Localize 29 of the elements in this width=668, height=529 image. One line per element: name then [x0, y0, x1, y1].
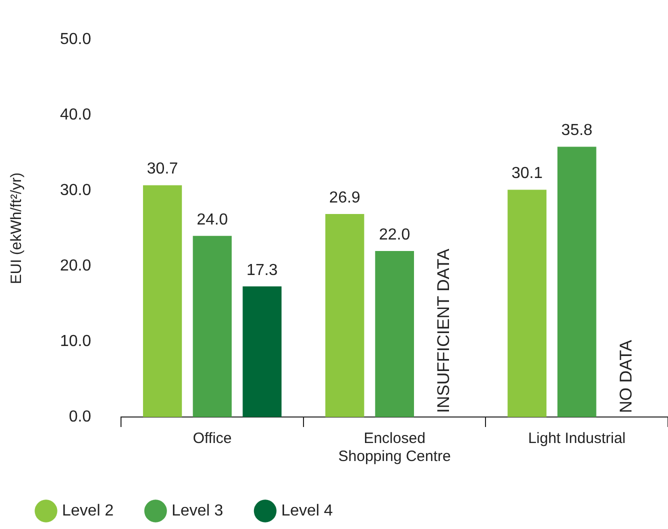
- y-tick-label: 10.0: [60, 332, 92, 350]
- x-tick-label: Light Industrial: [528, 430, 626, 448]
- bar: [375, 250, 414, 417]
- y-axis-title: EUI (ekWh/ft²/yr): [8, 172, 26, 284]
- data-label: 30.1: [511, 165, 543, 182]
- y-tick-label: 0.0: [68, 408, 92, 426]
- x-tick-label: Office: [192, 430, 232, 448]
- data-label: 26.9: [329, 189, 360, 206]
- legend-label: Level 3: [172, 502, 224, 520]
- bar: [242, 286, 282, 417]
- data-label: 30.7: [146, 160, 178, 178]
- bar: [143, 185, 182, 417]
- y-tick-label: 40.0: [60, 106, 92, 124]
- bar: [557, 146, 596, 417]
- data-label: 22.0: [379, 226, 410, 244]
- y-tick-label: 20.0: [60, 257, 92, 274]
- data-label: 35.8: [561, 122, 593, 140]
- legend-label: Level 2: [62, 502, 114, 520]
- legend-label: Level 4: [281, 502, 333, 520]
- y-tick-label: 50.0: [60, 31, 92, 48]
- data-label: 24.0: [196, 211, 228, 228]
- annotation: NO DATA: [616, 339, 636, 413]
- annotation: INSUFFICIENT DATA: [434, 248, 454, 413]
- bar: [508, 190, 546, 417]
- data-label: 17.3: [246, 262, 278, 279]
- bar: [325, 214, 364, 417]
- bar: [192, 236, 232, 417]
- x-tick-label: Enclosed Shopping Centre: [338, 430, 451, 466]
- y-tick-label: 30.0: [60, 182, 92, 199]
